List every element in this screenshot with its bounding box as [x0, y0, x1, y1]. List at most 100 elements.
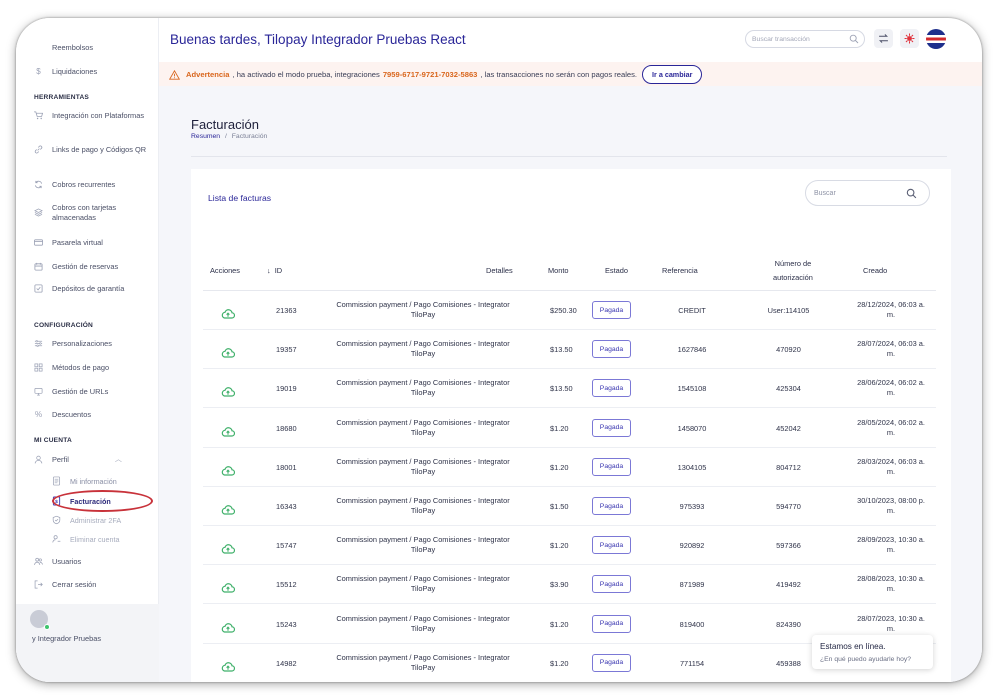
download-cloud-icon[interactable]: [221, 463, 236, 476]
download-cloud-icon[interactable]: [221, 620, 236, 633]
download-cloud-icon[interactable]: [221, 580, 236, 593]
download-cloud-icon[interactable]: [221, 424, 236, 437]
column-header-id[interactable]: ↓ ID: [267, 265, 282, 276]
sidebar-item-2fa[interactable]: Administrar 2FA: [52, 515, 121, 525]
sidebar-item-personalizaciones[interactable]: Personalizaciones: [34, 339, 156, 349]
sidebar-item-descuentos[interactable]: % Descuentos: [34, 410, 156, 420]
user-name: y Integrador Pruebas: [32, 634, 102, 643]
cell-id: 15512: [276, 580, 297, 590]
sidebar-item-perfil[interactable]: Perfil ︿: [34, 455, 156, 465]
cell-detalles-line2: TiloPay: [410, 545, 436, 555]
column-header-label: autorización: [773, 273, 813, 282]
sidebar-item-label: Cerrar sesión: [52, 580, 97, 589]
user-icon: [34, 455, 43, 464]
sidebar-item-label: Gestión de reservas: [52, 262, 119, 271]
sidebar-item-urls[interactable]: Gestión de URLs: [34, 387, 156, 397]
cell-creado-line2: m.: [886, 427, 896, 437]
app-window: Reembolsos $ Liquidaciones HERRAMIENTAS …: [16, 18, 982, 682]
breadcrumb-home-link[interactable]: Resumen: [191, 133, 221, 140]
sidebar-item-label: Reembolsos: [52, 43, 94, 52]
sidebar-item-liquidaciones[interactable]: $ Liquidaciones: [34, 67, 156, 77]
cell-detalles-line1: Commission payment / Pago Comisiones - I…: [336, 417, 510, 427]
language-flag-icon[interactable]: [926, 29, 946, 49]
sidebar-item-reservas[interactable]: Gestión de reservas: [34, 262, 156, 272]
download-cloud-icon[interactable]: [221, 659, 236, 672]
section-title-mi-cuenta: MI CUENTA: [34, 437, 72, 444]
search-placeholder: Buscar transacción: [752, 35, 810, 43]
sidebar-item-label: Mi información: [70, 476, 117, 486]
sidebar: Reembolsos $ Liquidaciones HERRAMIENTAS …: [16, 18, 159, 682]
sidebar-item-metodos[interactable]: Métodos de pago: [34, 363, 156, 373]
cell-referencia: 975393: [679, 502, 705, 511]
invoice-search-input[interactable]: Buscar: [805, 180, 930, 206]
section-title-configuracion: CONFIGURACIÓN: [34, 322, 94, 329]
table-row: 19357 Commission payment / Pago Comisione…: [203, 330, 936, 370]
chevron-up-icon: ︿: [114, 456, 122, 463]
table-row: 18680 Commission payment / Pago Comisione…: [203, 409, 936, 448]
cell-creado-line1: 30/10/2023, 08:00 p.: [857, 496, 925, 505]
integration-button[interactable]: [900, 29, 919, 48]
cell-id: 16343: [276, 502, 297, 511]
search-icon: [849, 34, 859, 44]
cell-autorizacion: 594770: [776, 502, 801, 511]
cell-autorizacion: 470920: [776, 345, 801, 355]
sidebar-item-recurrentes[interactable]: Cobros recurrentes: [34, 180, 156, 190]
status-badge: Pagada: [592, 536, 631, 555]
chat-widget[interactable]: Estamos en línea. ¿En qué puedo ayudarle…: [812, 635, 933, 669]
sidebar-item-mi-informacion[interactable]: Mi información: [52, 476, 117, 486]
sidebar-item-label: Links de pago y Códigos QR: [52, 145, 147, 154]
cell-creado: 28/06/2024, 06:02 a. m.: [846, 378, 936, 398]
cell-id: 15747: [276, 541, 297, 551]
status-badge: Pagada: [592, 301, 631, 319]
cell-monto: $250.30: [550, 306, 577, 315]
download-cloud-icon[interactable]: [221, 306, 236, 319]
cell-id: 19357: [276, 345, 297, 355]
cell-referencia: 1458070: [677, 423, 707, 433]
chat-subtitle: ¿En qué puedo ayudarle hoy?: [820, 656, 912, 663]
column-header-referencia: Referencia: [662, 266, 698, 275]
sidebar-item-links[interactable]: Links de pago y Códigos QR: [34, 145, 156, 155]
cell-creado-line2: m.: [886, 310, 896, 319]
cell-detalles-line1: Commission payment / Pago Comisiones - I…: [336, 456, 510, 466]
sidebar-item-integracion[interactable]: Integración con Plataformas: [34, 111, 156, 121]
sidebar-item-reembolsos[interactable]: Reembolsos: [34, 43, 156, 53]
cell-detalles-line2: TiloPay: [410, 349, 436, 359]
calendar-icon: [34, 262, 43, 271]
cell-creado-line2: m.: [886, 388, 896, 398]
cell-creado: 28/07/2024, 06:03 a. m.: [846, 339, 936, 359]
chat-title: Estamos en línea.: [820, 642, 886, 651]
status-badge: Pagada: [592, 379, 631, 398]
sidebar-item-depositos[interactable]: Depósitos de garantía: [34, 284, 156, 294]
cell-detalles: Commission payment / Pago Comisiones - I…: [313, 457, 533, 477]
cell-creado: 28/08/2023, 10:30 a. m.: [846, 574, 936, 594]
change-mode-button[interactable]: Ir a cambiar: [642, 65, 703, 84]
warning-label: Advertencia: [186, 70, 230, 79]
warning-banner: [159, 62, 982, 86]
highlight-annotation: [52, 490, 153, 512]
cell-detalles-line1: Commission payment / Pago Comisiones - I…: [336, 613, 510, 623]
sidebar-item-usuarios[interactable]: Usuarios: [34, 557, 156, 567]
sidebar-item-cerrar-sesion[interactable]: Cerrar sesión: [34, 580, 156, 590]
cell-id: 19019: [276, 384, 297, 394]
dollar-icon: $: [36, 67, 41, 76]
cell-creado-line1: 28/07/2023, 10:30 a.: [857, 613, 925, 623]
download-cloud-icon[interactable]: [221, 541, 236, 554]
column-header-autorizacion: Número de autorización: [773, 258, 813, 283]
transaction-search-input[interactable]: Buscar transacción: [745, 30, 865, 48]
sidebar-user-footer[interactable]: y Integrador Pruebas: [16, 604, 159, 682]
sidebar-item-tarjetas[interactable]: Cobros con tarjetas almacenadas: [34, 203, 156, 222]
download-cloud-icon[interactable]: [221, 502, 236, 515]
users-icon: [34, 557, 43, 566]
cell-creado-line1: 28/07/2024, 06:03 a.: [857, 339, 925, 349]
download-cloud-icon[interactable]: [221, 345, 236, 358]
table-row: 18001 Commission payment / Pago Comisione…: [203, 448, 936, 487]
sidebar-item-pasarela[interactable]: Pasarela virtual: [34, 238, 156, 248]
download-cloud-icon[interactable]: [221, 384, 236, 397]
warning-text-before: , ha activado el modo prueba, integracio…: [232, 70, 380, 79]
switch-button[interactable]: [874, 29, 893, 48]
cell-detalles: Commission payment / Pago Comisiones - I…: [313, 496, 533, 516]
sidebar-item-label: Depósitos de garantía: [52, 284, 125, 293]
cell-referencia: CREDIT: [678, 306, 706, 315]
sidebar-item-eliminar-cuenta[interactable]: Eliminar cuenta: [52, 534, 120, 544]
breadcrumb-separator: /: [224, 133, 227, 140]
